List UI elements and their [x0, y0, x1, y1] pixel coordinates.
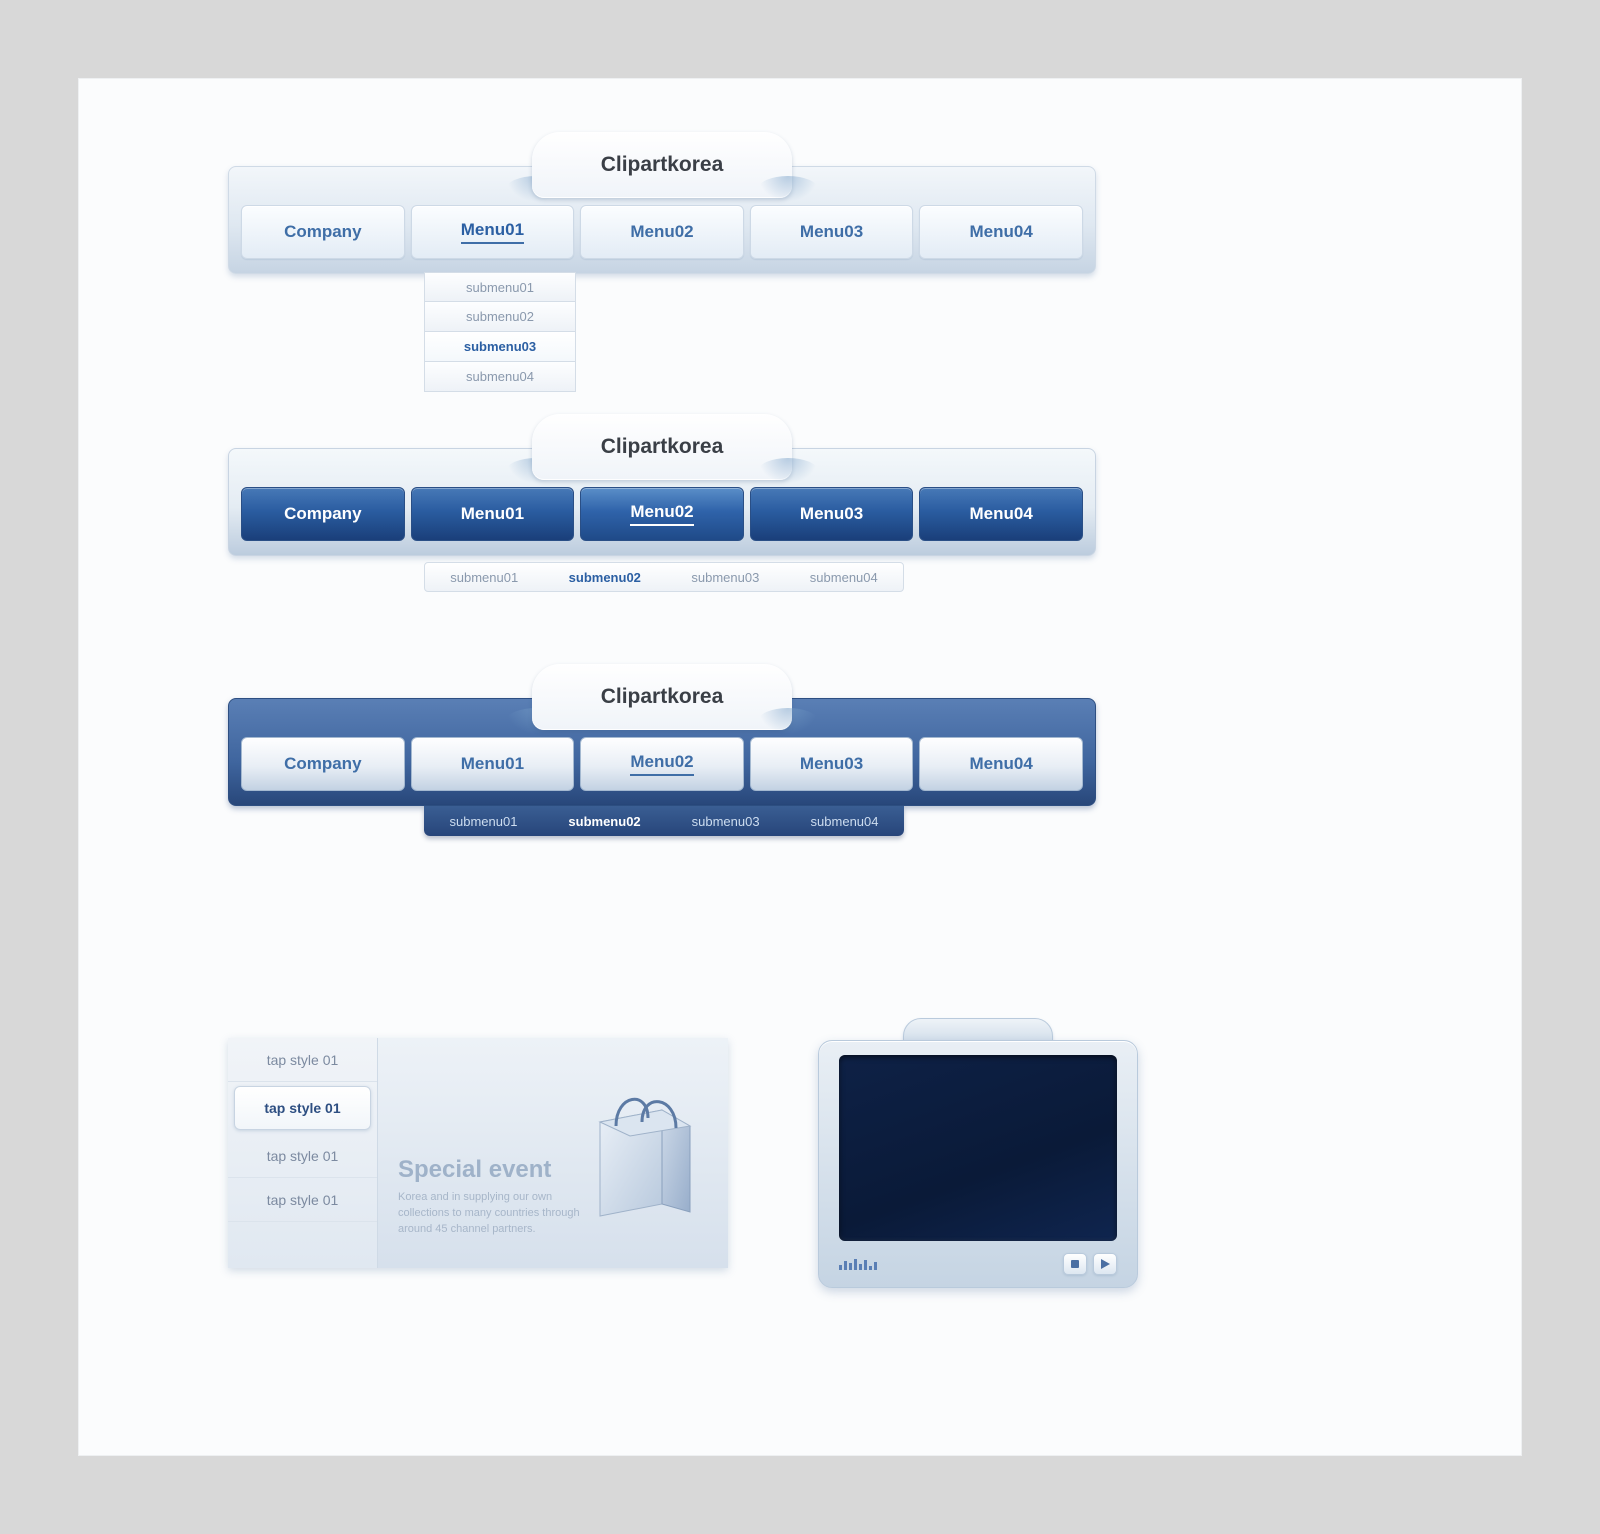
- nav-item-menu01[interactable]: Menu01: [411, 487, 575, 541]
- nav-item-menu04[interactable]: Menu04: [919, 205, 1083, 259]
- navbar-blue: Clipartkorea Company Menu01 Menu02 Menu0…: [228, 448, 1096, 556]
- stop-icon: [1071, 1260, 1079, 1268]
- design-canvas: Clipartkorea Company Menu01 Menu02 Menu0…: [78, 78, 1522, 1456]
- tab-item[interactable]: tap style 01: [228, 1038, 377, 1082]
- tab-content: Special event Korea and in supplying our…: [378, 1038, 728, 1268]
- submenu-item[interactable]: submenu03: [691, 570, 759, 585]
- tab-item[interactable]: tap style 01: [234, 1086, 371, 1130]
- logo-plate: Clipartkorea: [532, 414, 792, 480]
- widget-body: [818, 1040, 1138, 1288]
- tab-list: tap style 01 tap style 01 tap style 01 t…: [228, 1038, 378, 1268]
- submenu-item[interactable]: submenu02: [569, 570, 641, 585]
- event-body: Korea and in supplying our own collectio…: [398, 1190, 598, 1238]
- nav-item-menu02[interactable]: Menu02: [580, 205, 744, 259]
- submenu-item[interactable]: submenu03: [424, 332, 576, 362]
- brand-title: Clipartkorea: [532, 414, 792, 480]
- submenu-item[interactable]: submenu04: [811, 814, 879, 829]
- tab-item[interactable]: tap style 01: [228, 1178, 377, 1222]
- submenu-item[interactable]: submenu01: [424, 272, 576, 302]
- submenu-item[interactable]: submenu02: [424, 302, 576, 332]
- event-title: Special event: [398, 1156, 551, 1184]
- submenu-item[interactable]: submenu03: [692, 814, 760, 829]
- nav-item-menu01[interactable]: Menu01: [411, 205, 575, 259]
- nav-item-company[interactable]: Company: [241, 487, 405, 541]
- submenu-item[interactable]: submenu04: [424, 362, 576, 392]
- nav-item-menu03[interactable]: Menu03: [750, 737, 914, 791]
- nav-item-menu02[interactable]: Menu02: [580, 737, 744, 791]
- tab-item[interactable]: tap style 01: [228, 1134, 377, 1178]
- nav-item-company[interactable]: Company: [241, 737, 405, 791]
- submenu-dropdown: submenu01 submenu02 submenu03 submenu04: [424, 272, 576, 392]
- stop-button[interactable]: [1063, 1253, 1087, 1275]
- navbar-dark: Clipartkorea Company Menu01 Menu02 Menu0…: [228, 698, 1096, 806]
- submenu-item[interactable]: submenu01: [449, 814, 517, 829]
- media-player-widget: [818, 1018, 1138, 1288]
- nav-item-company[interactable]: Company: [241, 205, 405, 259]
- submenu-item[interactable]: submenu02: [568, 814, 640, 829]
- nav-item-menu03[interactable]: Menu03: [750, 487, 914, 541]
- logo-plate: Clipartkorea: [532, 664, 792, 730]
- logo-plate: Clipartkorea: [532, 132, 792, 198]
- brand-title: Clipartkorea: [532, 132, 792, 198]
- play-button[interactable]: [1093, 1253, 1117, 1275]
- play-icon: [1101, 1259, 1110, 1269]
- nav-item-menu04[interactable]: Menu04: [919, 487, 1083, 541]
- brand-title: Clipartkorea: [532, 664, 792, 730]
- submenu-strip: submenu01 submenu02 submenu03 submenu04: [424, 806, 904, 836]
- submenu-strip: submenu01 submenu02 submenu03 submenu04: [424, 562, 904, 592]
- tab-panel: tap style 01 tap style 01 tap style 01 t…: [228, 1038, 728, 1268]
- submenu-item[interactable]: submenu04: [810, 570, 878, 585]
- nav-item-menu01[interactable]: Menu01: [411, 737, 575, 791]
- nav-item-menu02[interactable]: Menu02: [580, 487, 744, 541]
- video-screen[interactable]: [839, 1055, 1117, 1241]
- submenu-item[interactable]: submenu01: [450, 570, 518, 585]
- navbar-light: Clipartkorea Company Menu01 Menu02 Menu0…: [228, 166, 1096, 274]
- equalizer-icon: [839, 1259, 877, 1270]
- nav-item-menu04[interactable]: Menu04: [919, 737, 1083, 791]
- shopping-bag-icon: [582, 1076, 702, 1226]
- nav-item-menu03[interactable]: Menu03: [750, 205, 914, 259]
- player-controls: [839, 1253, 1117, 1275]
